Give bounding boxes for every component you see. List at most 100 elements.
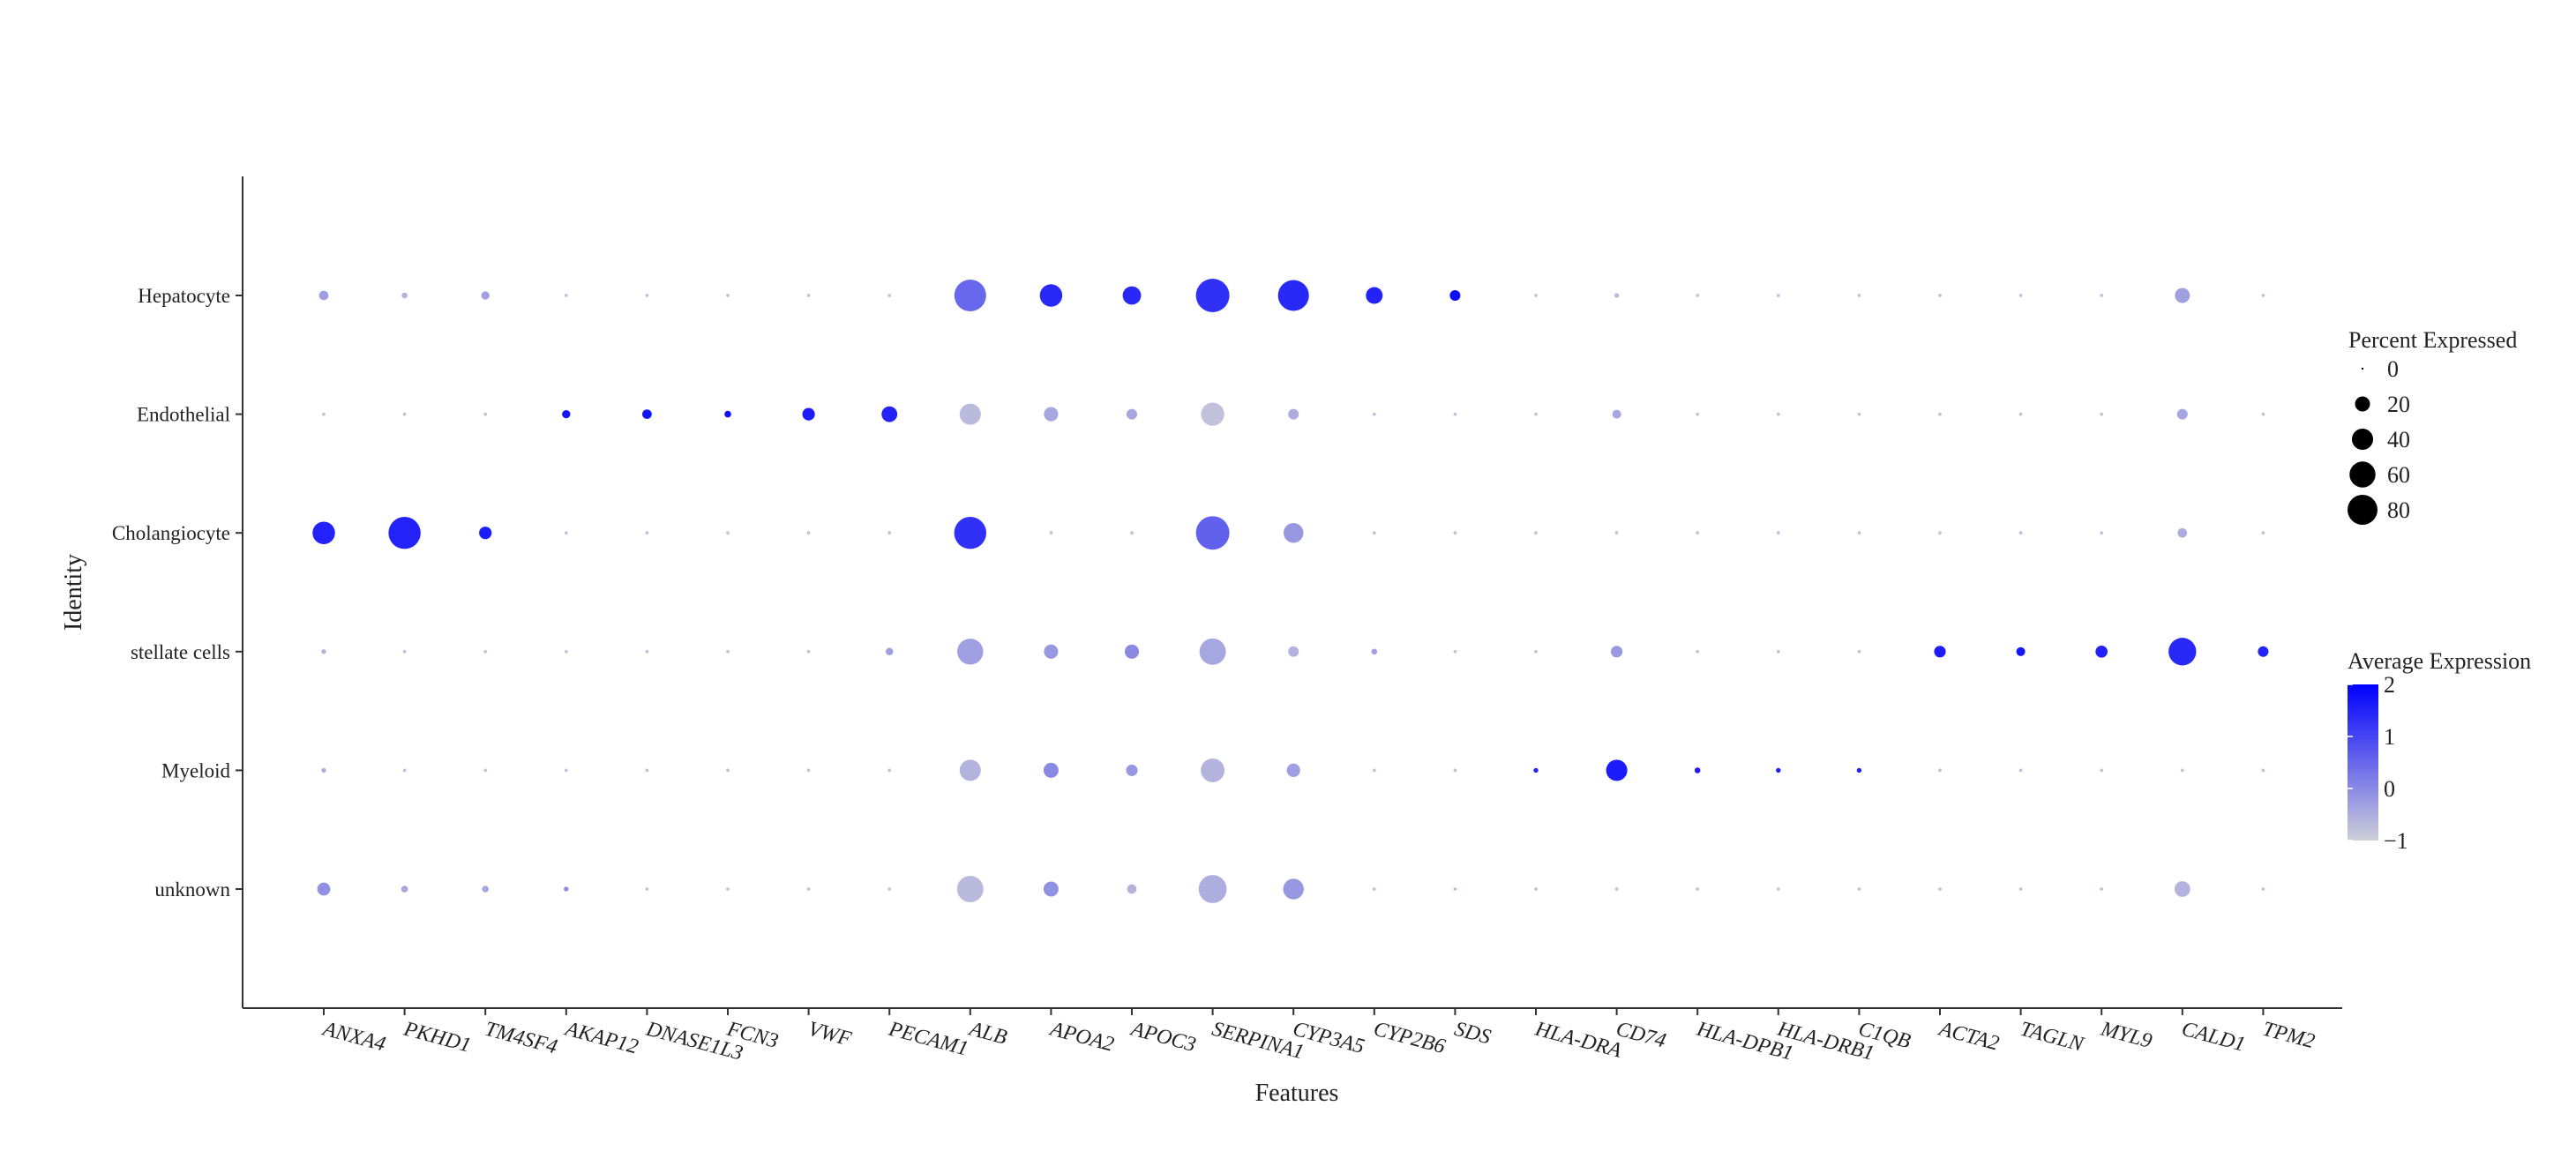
- dot-point: [959, 403, 981, 425]
- size-legend-key: [2348, 495, 2378, 525]
- dot-point: [726, 768, 730, 773]
- dot-point: [318, 290, 329, 301]
- dot-point: [317, 882, 331, 896]
- size-legend-key: [2355, 396, 2370, 412]
- dot-point: [1534, 649, 1538, 654]
- dot-point: [402, 412, 407, 416]
- dots: [312, 279, 2269, 903]
- size-legend-key: [2361, 367, 2364, 370]
- dot-point: [2175, 288, 2190, 303]
- x-axis-title: Features: [1255, 1080, 1339, 1107]
- dot-point: [887, 887, 892, 891]
- dot-point: [1614, 531, 1619, 535]
- dot-point: [1776, 412, 1780, 416]
- dot-point: [321, 649, 326, 654]
- x-tick-label: TPM2: [2260, 1018, 2318, 1054]
- dot-point: [2258, 646, 2269, 657]
- dot-point: [1126, 408, 1138, 420]
- dot-point: [957, 639, 984, 665]
- dot-point: [954, 516, 987, 549]
- dot-point: [1776, 294, 1780, 297]
- x-tick-label: CYP2B6: [1371, 1018, 1448, 1059]
- dot-point: [1195, 279, 1230, 312]
- dot-point: [1039, 284, 1063, 307]
- dot-point: [1372, 412, 1376, 416]
- dot-point: [2261, 768, 2265, 773]
- dot-point: [2100, 887, 2104, 891]
- axes: [236, 176, 2342, 1015]
- dot-point: [1044, 644, 1059, 659]
- dot-point: [2095, 645, 2108, 658]
- dot-point: [2261, 294, 2265, 297]
- dot-point: [645, 768, 649, 773]
- dot-point: [1372, 887, 1376, 891]
- x-tick-label: APOC3: [1127, 1017, 1199, 1057]
- size-legend-label: 20: [2387, 392, 2410, 417]
- dot-point: [1534, 887, 1538, 891]
- color-legend-label: −1: [2384, 828, 2408, 854]
- size-legend-key: [2349, 461, 2376, 488]
- dot-point: [802, 407, 815, 421]
- dot-point: [2261, 887, 2265, 891]
- dot-point: [1043, 762, 1059, 778]
- dot-point: [1606, 759, 1628, 781]
- dot-point: [1201, 402, 1224, 426]
- dot-point: [2018, 294, 2023, 297]
- dot-point: [1283, 522, 1304, 543]
- dot-point: [564, 768, 568, 773]
- x-tick-label: PKHD1: [401, 1017, 473, 1057]
- x-tick-label: MYL9: [2098, 1017, 2154, 1053]
- dot-point: [2176, 408, 2188, 420]
- dot-point: [1453, 531, 1457, 535]
- dot-point: [322, 412, 326, 416]
- dot-point: [2018, 768, 2023, 773]
- dot-point: [1857, 412, 1861, 416]
- color-legend: Average Expression 2 1 0 −1: [2348, 648, 2531, 854]
- dot-point: [1366, 287, 1383, 304]
- dot-point: [481, 291, 490, 300]
- dot-point: [959, 759, 981, 781]
- dot-point: [1611, 646, 1623, 658]
- dot-point: [1277, 280, 1309, 311]
- dot-point: [2100, 412, 2104, 416]
- dot-point: [1126, 764, 1138, 776]
- dot-point: [1453, 768, 1457, 773]
- size-legend-label: 0: [2387, 356, 2399, 382]
- dot-point: [483, 649, 488, 654]
- dot-point: [2261, 531, 2265, 535]
- dot-point: [402, 649, 407, 654]
- dot-point: [2177, 527, 2188, 538]
- y-axis-title: Identity: [60, 554, 87, 631]
- dot-point: [1453, 887, 1457, 891]
- dot-point: [1127, 884, 1137, 894]
- dot-point: [2100, 531, 2104, 535]
- dot-point: [401, 886, 408, 893]
- x-tick-label: TAGLN: [2018, 1018, 2087, 1058]
- dot-point: [726, 531, 730, 535]
- dot-point: [562, 409, 571, 419]
- dot-point: [1201, 758, 1225, 782]
- dot-point: [2018, 412, 2023, 416]
- dot-point: [1453, 649, 1457, 654]
- size-legend-title: Percent Expressed: [2348, 327, 2517, 353]
- color-legend-gradient-bar: [2348, 684, 2378, 841]
- dot-point: [1696, 531, 1700, 535]
- dot-point: [482, 886, 489, 893]
- dot-point: [806, 649, 811, 654]
- dot-point: [726, 294, 730, 297]
- size-legend-label: 40: [2387, 427, 2410, 452]
- dot-point: [1283, 878, 1304, 900]
- dot-point: [1122, 286, 1142, 305]
- dot-point: [1938, 412, 1942, 416]
- y-tick-label: Endothelial: [137, 404, 230, 426]
- dot-point: [1449, 289, 1461, 302]
- dot-point: [402, 768, 407, 773]
- dot-point: [1696, 412, 1700, 416]
- size-legend-label: 60: [2387, 462, 2410, 488]
- dot-point: [564, 294, 568, 297]
- dot-point: [806, 887, 811, 891]
- dot-point: [2016, 647, 2026, 656]
- dot-point: [1124, 644, 1140, 659]
- dot-point: [1934, 646, 1946, 658]
